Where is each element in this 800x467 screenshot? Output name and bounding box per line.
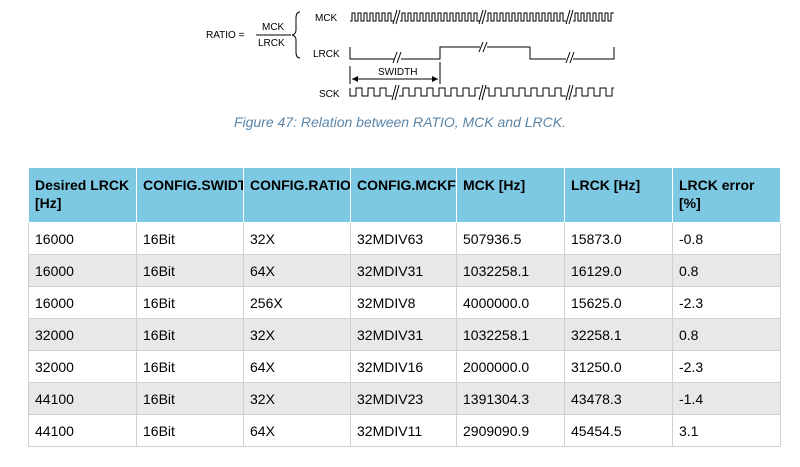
table-cell: 32MDIV31 bbox=[350, 318, 457, 351]
table-cell: 44100 bbox=[28, 414, 137, 447]
header-config-swidth: CONFIG.SWIDTH bbox=[136, 167, 244, 223]
table-cell: 16Bit bbox=[136, 254, 244, 287]
table-cell: 32MDIV63 bbox=[350, 222, 457, 255]
table-cell: 16Bit bbox=[136, 350, 244, 383]
table-cell: 15873.0 bbox=[564, 222, 673, 255]
table-cell: 32000 bbox=[28, 350, 137, 383]
swidth-label: SWIDTH bbox=[378, 67, 417, 78]
mck-waveform bbox=[350, 12, 614, 22]
lrck-signal-label: LRCK bbox=[313, 49, 340, 60]
header-lrck-error: LRCK error [%] bbox=[672, 167, 781, 223]
table-header-row: Desired LRCK [Hz] CONFIG.SWIDTH CONFIG.R… bbox=[28, 167, 781, 223]
timing-diagram: RATIO = MCK LRCK MCK LRCK SWIDTH SCK bbox=[206, 9, 615, 101]
mck-signal-label: MCK bbox=[315, 13, 338, 24]
mck-break-marks bbox=[392, 9, 574, 25]
table-row: 32000 16Bit 32X 32MDIV31 1032258.1 32258… bbox=[28, 318, 781, 351]
lrck-waveform bbox=[349, 46, 615, 60]
table-cell: 31250.0 bbox=[564, 350, 673, 383]
table-cell: 16000 bbox=[28, 254, 137, 287]
table-row: 16000 16Bit 256X 32MDIV8 4000000.0 15625… bbox=[28, 286, 781, 319]
table-cell: -0.8 bbox=[672, 222, 781, 255]
table-cell: 16Bit bbox=[136, 318, 244, 351]
lrck-break-marks bbox=[392, 41, 575, 64]
ratio-denominator: LRCK bbox=[258, 38, 285, 49]
ratio-numerator: MCK bbox=[262, 22, 285, 33]
table-row: 16000 16Bit 32X 32MDIV63 507936.5 15873.… bbox=[28, 222, 781, 255]
table-cell: 32MDIV31 bbox=[350, 254, 457, 287]
table-cell: 16000 bbox=[28, 222, 137, 255]
table-cell: 32MDIV23 bbox=[350, 382, 457, 415]
table-cell: -2.3 bbox=[672, 350, 781, 383]
table-cell: 32X bbox=[243, 382, 351, 415]
header-mck: MCK [Hz] bbox=[456, 167, 565, 223]
table-cell: -1.4 bbox=[672, 382, 781, 415]
table-cell: 16Bit bbox=[136, 414, 244, 447]
table-cell: 1032258.1 bbox=[456, 318, 565, 351]
table-cell: 16Bit bbox=[136, 222, 244, 255]
table-cell: 64X bbox=[243, 254, 351, 287]
table-cell: 507936.5 bbox=[456, 222, 565, 255]
table-cell: 16000 bbox=[28, 286, 137, 319]
table-cell: 44100 bbox=[28, 382, 137, 415]
table-cell: 2909090.9 bbox=[456, 414, 565, 447]
table-cell: 4000000.0 bbox=[456, 286, 565, 319]
table-cell: 64X bbox=[243, 350, 351, 383]
table-cell: 32MDIV11 bbox=[350, 414, 457, 447]
header-lrck: LRCK [Hz] bbox=[564, 167, 673, 223]
table-cell: 2000000.0 bbox=[456, 350, 565, 383]
table-cell: 45454.5 bbox=[564, 414, 673, 447]
brace-icon bbox=[291, 11, 301, 59]
table-row: 44100 16Bit 64X 32MDIV11 2909090.9 45454… bbox=[28, 414, 781, 447]
header-config-ratio: CONFIG.RATIO bbox=[243, 167, 351, 223]
config-table: Desired LRCK [Hz] CONFIG.SWIDTH CONFIG.R… bbox=[28, 167, 781, 447]
table-row: 32000 16Bit 64X 32MDIV16 2000000.0 31250… bbox=[28, 350, 781, 383]
table-cell: 16Bit bbox=[136, 286, 244, 319]
ratio-label: RATIO = bbox=[206, 30, 245, 41]
table-cell: 32MDIV8 bbox=[350, 286, 457, 319]
table-cell: 32X bbox=[243, 318, 351, 351]
table-cell: 43478.3 bbox=[564, 382, 673, 415]
table-cell: 32X bbox=[243, 222, 351, 255]
table-cell: 64X bbox=[243, 414, 351, 447]
table-cell: 32258.1 bbox=[564, 318, 673, 351]
header-desired-lrck: Desired LRCK [Hz] bbox=[28, 167, 137, 223]
figure-caption: Figure 47: Relation between RATIO, MCK a… bbox=[233, 114, 566, 130]
table-row: 44100 16Bit 32X 32MDIV23 1391304.3 43478… bbox=[28, 382, 781, 415]
table-cell: 32MDIV16 bbox=[350, 350, 457, 383]
table-cell: 16129.0 bbox=[564, 254, 673, 287]
header-config-mckfreq: CONFIG.MCKFREQ bbox=[350, 167, 457, 223]
table-cell: 1032258.1 bbox=[456, 254, 565, 287]
sck-break-marks bbox=[391, 84, 574, 101]
sck-signal-label: SCK bbox=[319, 89, 340, 100]
table-cell: 16Bit bbox=[136, 382, 244, 415]
table-cell: 1391304.3 bbox=[456, 382, 565, 415]
swidth-arrow-left-head bbox=[352, 76, 358, 82]
sck-waveform bbox=[349, 87, 614, 97]
table-cell: 32000 bbox=[28, 318, 137, 351]
table-cell: 3.1 bbox=[672, 414, 781, 447]
table-cell: 256X bbox=[243, 286, 351, 319]
table-cell: 15625.0 bbox=[564, 286, 673, 319]
table-cell: 0.8 bbox=[672, 254, 781, 287]
swidth-arrow-right-head bbox=[432, 76, 438, 82]
table-cell: -2.3 bbox=[672, 286, 781, 319]
table-row: 16000 16Bit 64X 32MDIV31 1032258.1 16129… bbox=[28, 254, 781, 287]
table-cell: 0.8 bbox=[672, 318, 781, 351]
